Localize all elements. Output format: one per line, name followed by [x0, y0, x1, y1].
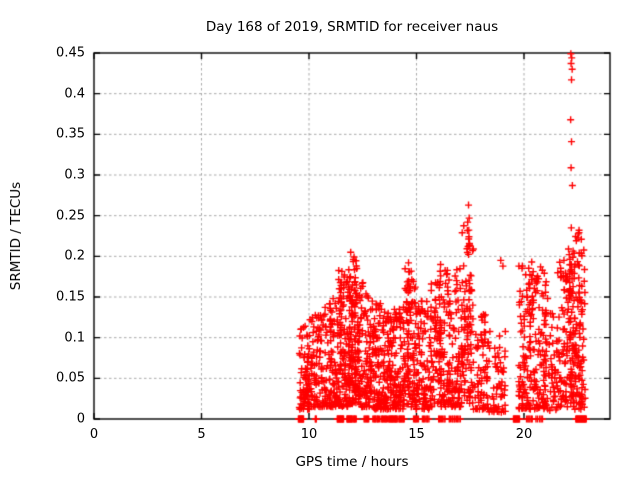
y-tick-label: 0.4: [64, 86, 85, 102]
x-tick-label: 5: [197, 427, 206, 442]
y-tick-label: 0.35: [56, 126, 85, 142]
y-tick-label: 0.15: [56, 289, 85, 305]
x-tick-label: 10: [300, 427, 318, 442]
y-tick-label: 0.25: [56, 208, 85, 224]
x-tick-label: 20: [515, 427, 533, 442]
y-tick-label: 0.2: [64, 248, 85, 264]
x-axis-label: GPS time / hours: [295, 454, 409, 470]
y-tick-label: 0: [76, 411, 85, 427]
y-tick-label: 0.05: [56, 370, 85, 386]
y-tick-label: 0.1: [64, 330, 85, 346]
y-tick-label: 0.3: [64, 167, 85, 183]
y-tick-label: 0.45: [56, 45, 85, 61]
x-tick-label: 15: [408, 427, 425, 442]
x-tick-label: 0: [89, 427, 99, 442]
chart-title: Day 168 of 2019, SRMTID for receiver nau…: [205, 19, 499, 35]
y-axis-label: SRMTID / TECUs: [8, 181, 24, 291]
